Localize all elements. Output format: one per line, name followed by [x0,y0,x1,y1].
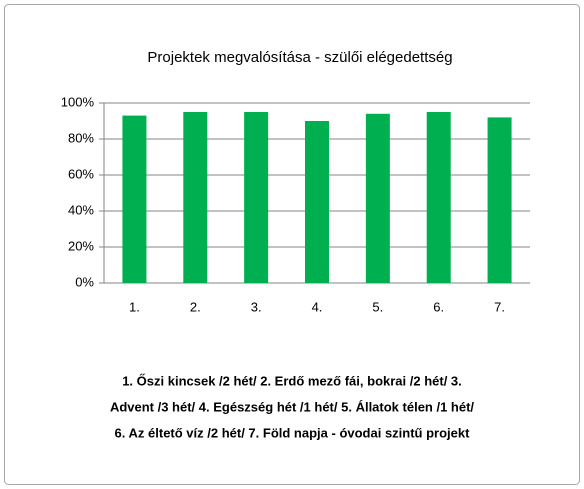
x-tick-label: 3. [251,299,262,314]
x-tick-label: 1. [129,299,140,314]
chart-title: Projektek megvalósítása - szülői elégede… [147,49,452,66]
x-tick-label: 7. [494,299,505,314]
bar [183,112,208,283]
bar [305,121,329,283]
bar [365,113,390,283]
bar [426,112,451,283]
x-tick-label: 6. [433,299,444,314]
y-tick-label: 20% [68,238,94,253]
y-tick-label: 100% [61,94,95,109]
caption-line: Advent /3 hét/ 4. Egészség hét /1 hét/ 5… [110,399,474,414]
caption-line: 6. Az éltető víz /2 hét/ 7. Föld napja -… [115,425,471,440]
x-tick-label: 5. [372,299,383,314]
y-tick-label: 40% [68,202,94,217]
bar [122,115,147,283]
y-tick-label: 80% [68,130,94,145]
x-tick-label: 2. [190,299,201,314]
y-tick-label: 0% [75,274,94,289]
bar [244,112,269,283]
y-tick-label: 60% [68,166,94,181]
bar [487,117,512,284]
x-tick-label: 4. [312,299,323,314]
caption-line: 1. Őszi kincsek /2 hét/ 2. Erdő mező fái… [122,373,462,388]
